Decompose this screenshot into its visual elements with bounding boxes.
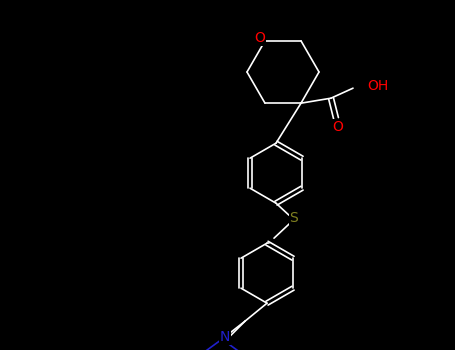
Text: O: O [254, 31, 265, 45]
Text: O: O [333, 120, 344, 134]
Text: OH: OH [367, 79, 388, 93]
Text: S: S [290, 211, 298, 225]
Text: N: N [220, 330, 230, 344]
